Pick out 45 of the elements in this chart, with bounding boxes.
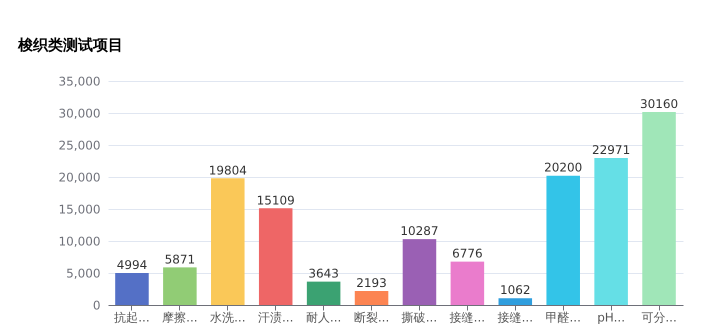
y-tick-label: 35,000 [58,74,100,88]
x-tick-label: 可分... [641,310,677,324]
data-label: 4994 [116,258,148,272]
x-tick-label: 水洗... [210,310,246,324]
x-tick-label: pH... [597,310,626,324]
data-label: 19804 [208,163,247,178]
bar [402,239,436,305]
data-label: 22971 [592,142,630,157]
data-label: 20200 [544,160,582,175]
bar [211,178,245,305]
y-tick-label: 5,000 [66,266,100,280]
bar [546,176,580,305]
data-label: 6776 [452,246,483,261]
y-tick-label: 0 [92,298,100,312]
bar [594,158,628,305]
x-tick-label: 摩擦... [162,310,198,324]
data-label: 1062 [500,283,531,298]
y-tick-label: 20,000 [58,170,100,184]
data-label: 2193 [356,276,387,290]
bar [498,298,532,305]
data-label: 15109 [256,193,295,208]
data-label: 3643 [308,266,339,281]
y-tick-label: 10,000 [58,234,100,248]
bar [163,267,197,305]
y-tick-label: 25,000 [58,138,100,152]
y-tick-label: 30,000 [58,106,100,120]
data-label: 30160 [640,96,678,111]
chart-title: 梭织类测试项目 [17,36,124,54]
x-tick-label: 耐人... [306,310,342,324]
data-label: 10287 [400,224,439,238]
bar [450,262,484,305]
bar [306,282,340,305]
bar [354,290,388,305]
y-tick-label: 15,000 [58,202,100,216]
x-tick-label: 汗渍... [258,310,294,324]
bar [642,112,676,305]
x-tick-label: 抗起... [114,310,150,324]
x-tick-label: 接缝... [498,310,534,324]
bar [115,273,149,305]
bar [258,208,292,305]
x-tick-label: 撕破... [402,310,438,324]
x-tick-label: 断裂... [354,310,390,324]
x-tick-label: 甲醛... [545,310,581,324]
data-label: 5871 [164,252,196,266]
x-tick-label: 接缝... [450,310,486,324]
